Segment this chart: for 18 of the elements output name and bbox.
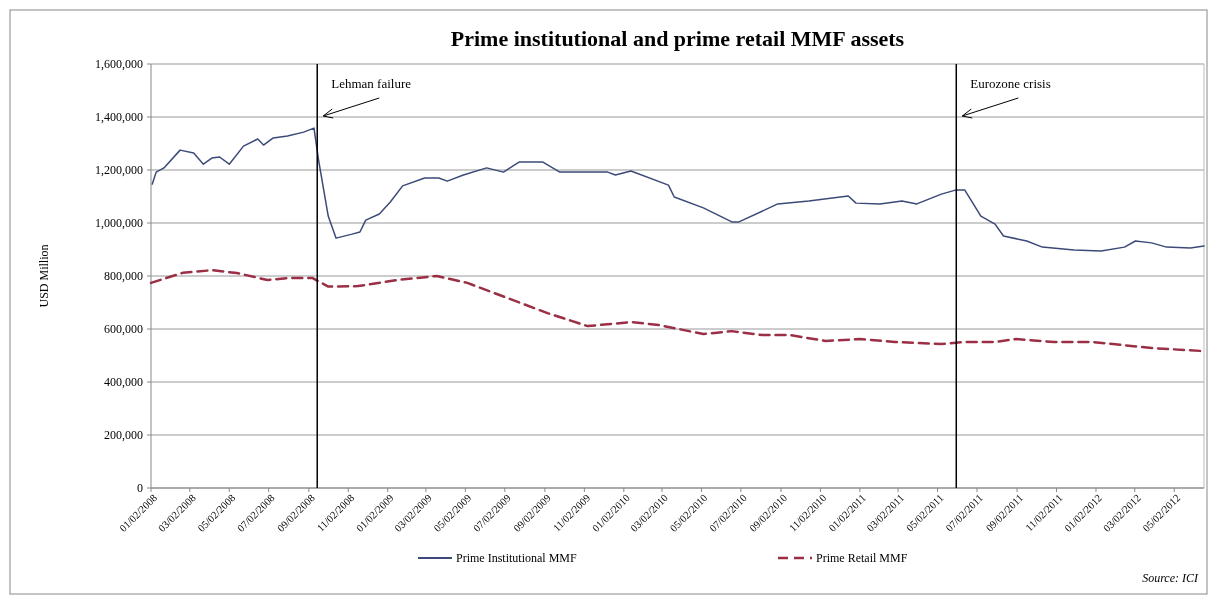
ref-line-label: Lehman failure	[331, 76, 412, 91]
y-tick-label: 1,000,000	[95, 216, 143, 231]
line-series	[149, 268, 1204, 353]
y-tick-label: 1,200,000	[95, 163, 143, 178]
ref-line-label: Eurozone crisis	[970, 76, 1051, 91]
y-tick-label: 0	[137, 481, 143, 496]
chart-title: Prime institutional and prime retail MMF assets	[450, 26, 905, 51]
y-tick-label: 1,600,000	[95, 57, 143, 72]
line-series	[151, 127, 1205, 252]
y-tick-label: 600,000	[104, 322, 143, 337]
y-axis-title: USD Million	[37, 244, 51, 308]
y-tick-label: 800,000	[104, 269, 143, 284]
y-tick-label: 1,400,000	[95, 110, 143, 125]
source-note: Source: ICI	[1142, 571, 1199, 585]
y-tick-label: 200,000	[104, 428, 143, 443]
legend-label: Prime Retail MMF	[816, 551, 908, 566]
legend-label: Prime Institutional MMF	[456, 551, 577, 566]
y-tick-label: 400,000	[104, 375, 143, 390]
